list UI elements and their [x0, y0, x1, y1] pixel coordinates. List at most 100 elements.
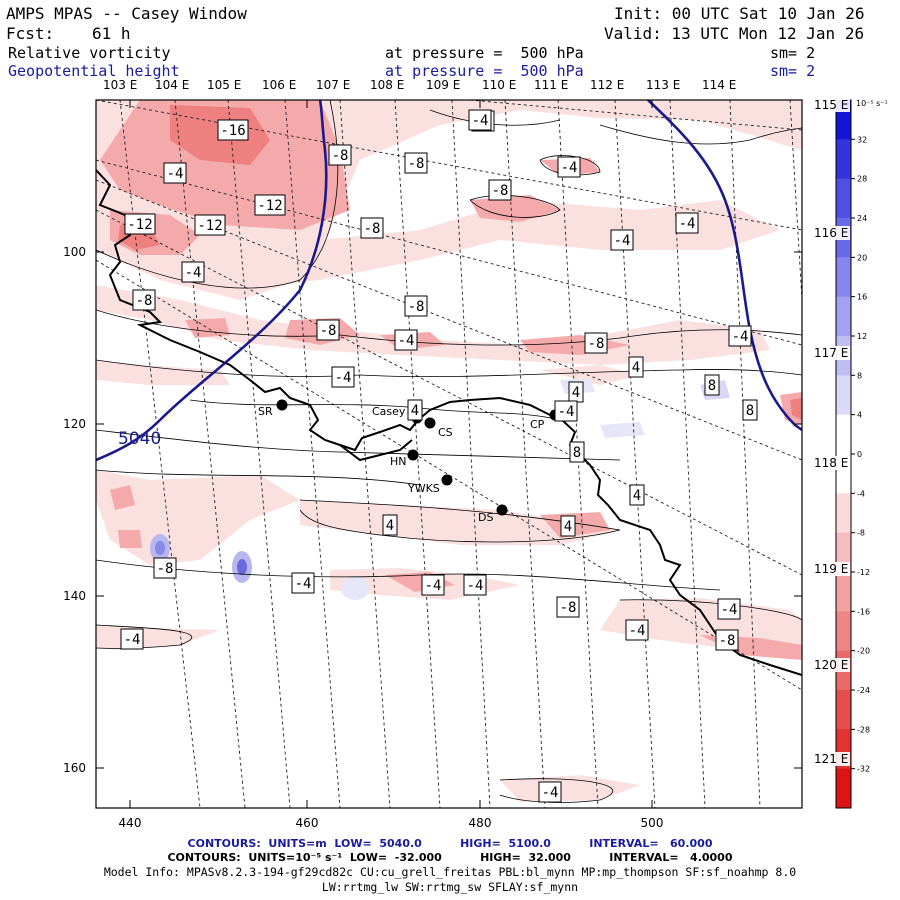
contour-label: -4 — [557, 156, 581, 178]
colorbar-unit: 10⁻⁵ s⁻¹ — [856, 99, 888, 108]
contour-label: 8 — [742, 399, 758, 421]
colorbar-label: 20 — [857, 253, 867, 262]
contour-label-value: -8 — [719, 633, 736, 649]
colorbar-segment — [836, 139, 851, 180]
contour-label: 8 — [569, 441, 585, 463]
colorbar: 10⁻⁵ s⁻¹ 32 28 24 20 16 12 8 4 0 -4 -8 -12 -16 -20 -24 -… — [835, 99, 888, 809]
contour-label: -4 — [675, 212, 699, 234]
contour-label-value: 4 — [411, 403, 419, 419]
contour-label-value: -8 — [320, 323, 337, 339]
contour-label: 8 — [704, 374, 720, 396]
contour-label-value: 4 — [572, 385, 580, 401]
top-longitude-label: 103 E — [103, 78, 138, 92]
contour-label-value: -4 — [295, 576, 312, 592]
contour-label-value: -4 — [398, 333, 415, 349]
contour-label: -4 — [163, 162, 187, 184]
contour-label: -16 — [217, 119, 249, 141]
colorbar-segment — [836, 375, 851, 416]
colorbar-segment — [836, 768, 851, 809]
contour-label: -8 — [360, 217, 384, 239]
colorbar-label: 4 — [857, 411, 862, 420]
contour-label: -8 — [556, 596, 580, 618]
right-longitude-label: 118 E — [814, 456, 848, 470]
station-sr: SR — [258, 399, 288, 418]
colorbar-label: 24 — [857, 214, 867, 223]
station-dot — [407, 449, 419, 461]
contour-label-value: 4 — [632, 360, 640, 376]
contour-label: -4 — [728, 325, 752, 347]
field1-name: Relative vorticity — [8, 44, 171, 62]
colorbar-segment — [836, 414, 851, 455]
top-longitude-label: 108 E — [370, 78, 405, 92]
contour-label-value: -4 — [167, 166, 184, 182]
contour-label-value: -8 — [332, 148, 349, 164]
x-tick-label: 500 — [641, 816, 664, 830]
colorbar-label: -32 — [857, 765, 870, 774]
y-tick-label: 120 — [63, 417, 86, 431]
contour-label: -4 — [468, 109, 492, 131]
station-ds: DS — [478, 504, 508, 524]
contour-label: -12 — [124, 213, 156, 235]
colorbar-segment — [836, 690, 851, 730]
colorbar-label: -4 — [857, 489, 865, 498]
station-dot — [496, 504, 508, 516]
colorbar-label: 32 — [857, 135, 867, 144]
vorticity-map: 5040 SR Casey CS CP HN YWKS DS -16 -8 -4 -8 -8 -4 -8… — [63, 98, 888, 830]
top-longitude-label: 104 E — [155, 78, 190, 92]
top-longitude-label: 114 E — [702, 78, 737, 92]
top-longitude-label: 112 E — [590, 78, 625, 92]
contour-label-value: -4 — [614, 233, 631, 249]
y-tick-label: 140 — [63, 589, 86, 603]
colorbar-segment — [836, 572, 851, 612]
contour-label: 4 — [568, 381, 584, 403]
contour-label: -4 — [717, 598, 741, 620]
top-longitude-label: 110 E — [482, 78, 517, 92]
contour-label: -8 — [132, 289, 156, 311]
grid-axes: 440 460 480 500 100 120 140 160 — [63, 100, 802, 830]
init-time: Init: 00 UTC Sat 10 Jan 26 — [614, 4, 865, 23]
contour-label-value: -4 — [425, 578, 442, 594]
colorbar-label: -20 — [857, 647, 870, 656]
contour-label-value: -4 — [732, 329, 749, 345]
station-label: SR — [258, 405, 273, 418]
colorbar-label: 12 — [857, 332, 867, 341]
contour-label-value: -4 — [472, 113, 489, 129]
station-ywks: YWKS — [407, 474, 453, 495]
top-longitude-label: 109 E — [426, 78, 461, 92]
station-cs: CS — [424, 417, 453, 439]
colorbar-label: -24 — [857, 686, 870, 695]
contour-label-value: -4 — [542, 785, 559, 801]
contour-label: 4 — [560, 515, 576, 537]
contour-label: -4 — [291, 572, 315, 594]
station-label: HN — [390, 455, 407, 468]
right-longitude-label: 116 E — [814, 226, 848, 240]
station-dot — [441, 474, 453, 486]
contour-label-value: -8 — [408, 299, 425, 315]
colorbar-segment — [836, 296, 851, 337]
contour-label: -4 — [331, 366, 355, 388]
field2-level: at pressure = 500 hPa — [385, 62, 584, 80]
contour-label: -4 — [625, 619, 649, 641]
colorbar-segment — [836, 178, 851, 219]
contour-label: 4 — [628, 356, 644, 378]
vorticity-contour-labels: -16 -8 -4 -8 -8 -4 -8 -12 -12 -12 -8 -4 -4 -4 -8 -8 -4 -8… — [120, 109, 758, 803]
contour-label-value: -12 — [257, 198, 282, 214]
contour-label-value: -4 — [629, 623, 646, 639]
plot-frame — [95, 99, 803, 809]
vorticity-contour-info: CONTOURS: UNITS=10⁻⁵ s⁻¹ LOW= -32.000 HI… — [167, 851, 733, 864]
contour-label: -12 — [254, 194, 286, 216]
field1-level: at pressure = 500 hPa — [385, 44, 584, 62]
station-label: Casey — [372, 405, 406, 418]
contour-label: -4 — [394, 329, 418, 351]
field2-name: Geopotential height — [8, 62, 180, 80]
contour-label: -8 — [488, 179, 512, 201]
top-longitude-label: 106 E — [262, 78, 297, 92]
model-info: Model Info: MPASv8.2.3-194-gf29cd82c CU:… — [103, 865, 797, 879]
station-dot — [276, 399, 288, 411]
top-longitude-label: 107 E — [316, 78, 351, 92]
top-longitude-label: 111 E — [534, 78, 569, 92]
contour-label-value: -8 — [588, 336, 605, 352]
contour-label: -8 — [328, 144, 352, 166]
x-tick-label: 480 — [469, 816, 492, 830]
contour-label: -4 — [463, 574, 487, 596]
